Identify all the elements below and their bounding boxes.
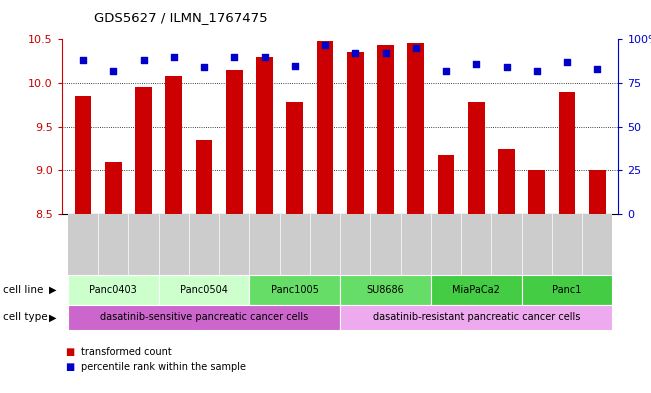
Text: Panc1005: Panc1005 xyxy=(271,285,319,295)
Point xyxy=(138,57,148,63)
Bar xyxy=(75,96,91,214)
Text: transformed count: transformed count xyxy=(81,347,172,357)
Point xyxy=(320,41,330,48)
Bar xyxy=(316,41,333,214)
Bar xyxy=(105,162,122,214)
Point xyxy=(199,64,209,70)
Text: ▶: ▶ xyxy=(49,285,57,295)
Text: SU8686: SU8686 xyxy=(367,285,404,295)
Point xyxy=(108,68,118,74)
Bar xyxy=(589,171,605,214)
Bar xyxy=(437,155,454,214)
Bar xyxy=(377,46,394,214)
Point xyxy=(169,53,179,60)
Point xyxy=(78,57,89,63)
Point xyxy=(229,53,240,60)
Point xyxy=(380,50,391,57)
Text: percentile rank within the sample: percentile rank within the sample xyxy=(81,362,246,373)
Text: cell line: cell line xyxy=(3,285,44,295)
Point xyxy=(592,66,602,72)
Point xyxy=(501,64,512,70)
Bar xyxy=(165,76,182,214)
Bar xyxy=(256,57,273,214)
Bar xyxy=(196,140,212,214)
Bar xyxy=(559,92,575,214)
Bar xyxy=(135,87,152,214)
Bar xyxy=(347,52,364,214)
Bar xyxy=(226,70,243,214)
Point xyxy=(441,68,451,74)
Text: ■: ■ xyxy=(65,362,74,373)
Bar xyxy=(408,43,424,214)
Bar xyxy=(468,102,484,214)
Point xyxy=(562,59,572,65)
Text: ■: ■ xyxy=(65,347,74,357)
Bar xyxy=(529,171,545,214)
Text: GDS5627 / ILMN_1767475: GDS5627 / ILMN_1767475 xyxy=(94,11,268,24)
Point xyxy=(350,50,361,57)
Text: Panc0403: Panc0403 xyxy=(89,285,137,295)
Bar xyxy=(498,149,515,214)
Text: Panc1: Panc1 xyxy=(552,285,582,295)
Point xyxy=(471,61,482,67)
Text: MiaPaCa2: MiaPaCa2 xyxy=(452,285,500,295)
Point xyxy=(259,53,270,60)
Text: cell type: cell type xyxy=(3,312,48,322)
Point xyxy=(532,68,542,74)
Bar xyxy=(286,102,303,214)
Text: ▶: ▶ xyxy=(49,312,57,322)
Text: Panc0504: Panc0504 xyxy=(180,285,228,295)
Point xyxy=(411,45,421,51)
Text: dasatinib-resistant pancreatic cancer cells: dasatinib-resistant pancreatic cancer ce… xyxy=(372,312,580,322)
Point xyxy=(290,62,300,69)
Text: dasatinib-sensitive pancreatic cancer cells: dasatinib-sensitive pancreatic cancer ce… xyxy=(100,312,308,322)
